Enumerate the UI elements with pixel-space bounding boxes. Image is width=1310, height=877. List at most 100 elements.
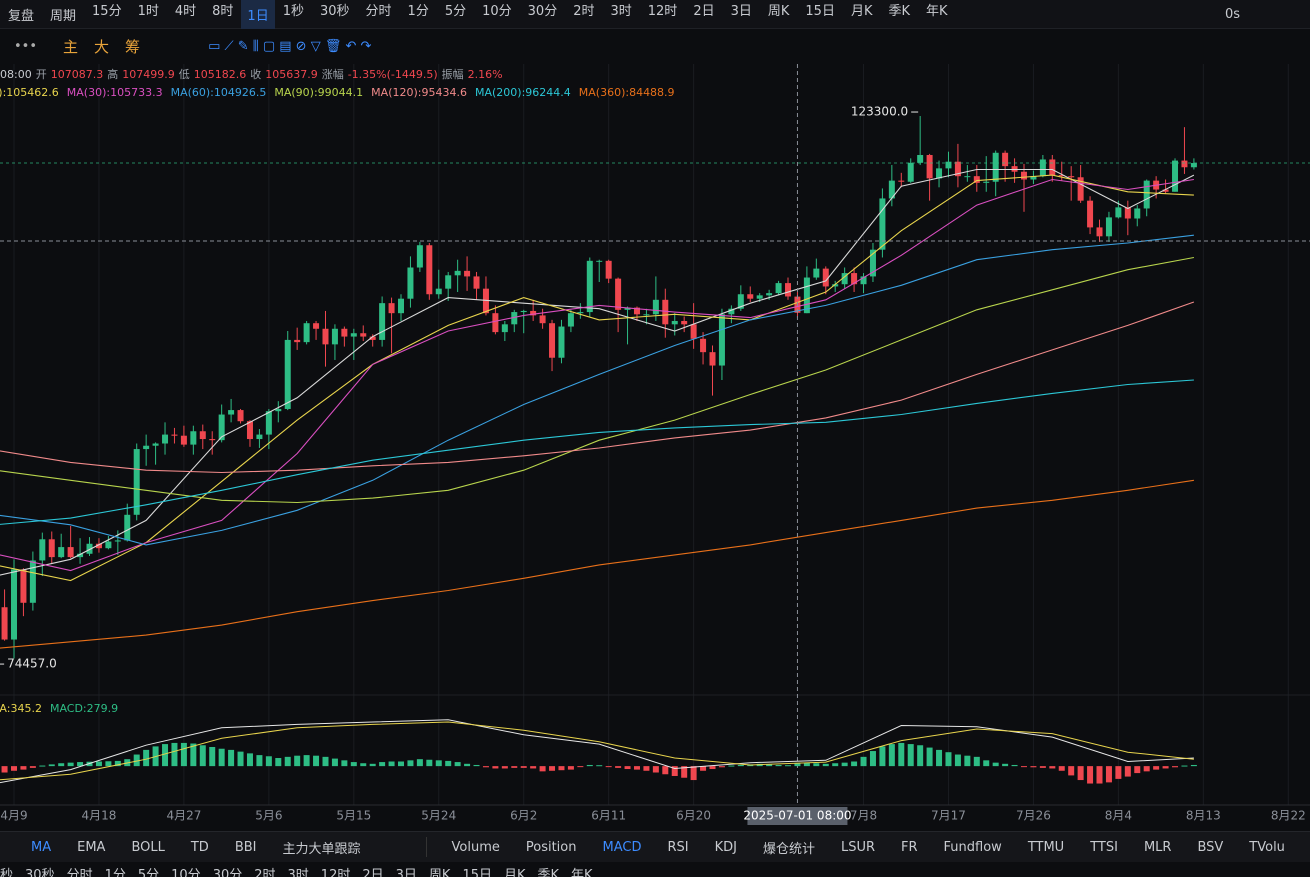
period-button[interactable]: 15分 (92, 3, 122, 19)
candle-body (747, 294, 754, 299)
period-button[interactable]: 2日 (693, 3, 715, 19)
period-button[interactable]: 10分 (171, 867, 201, 877)
period-button[interactable]: 8时 (212, 3, 234, 19)
candle-body (379, 303, 386, 340)
period-button[interactable]: 10分 (482, 3, 512, 19)
candle-body (77, 553, 84, 558)
info-bar: 08:00 开 107087.3 高 107499.9 低 105182.6 收 105637.… (0, 66, 507, 82)
period-button[interactable]: 秒 (0, 867, 14, 877)
sub-indicator-tab[interactable]: TTSI (1090, 839, 1118, 855)
period-button[interactable]: 3时 (610, 3, 632, 19)
period-button[interactable]: 15日 (462, 867, 492, 877)
legend-entry: MA(60):104926.5 (170, 85, 267, 99)
period-button[interactable]: 季K (537, 867, 560, 877)
sub-indicator-tab[interactable]: FR (901, 839, 918, 855)
period-button[interactable]: 3日 (395, 867, 417, 877)
period-button[interactable]: 1时 (137, 3, 159, 19)
replay-button[interactable]: 复盘 (8, 8, 35, 24)
info-label: 高 (107, 68, 119, 81)
sub-indicator-tab[interactable]: KDJ (714, 839, 737, 855)
overlay-button[interactable]: 筹 (125, 38, 141, 56)
period-menu[interactable]: 周期 (50, 8, 77, 24)
sub-indicator-tab[interactable]: 爆仓统计 (762, 841, 815, 857)
max-label: 123300.0 (851, 105, 908, 119)
sub-indicator-tab[interactable]: TTMU (1027, 839, 1065, 855)
macd-bar (246, 753, 253, 767)
overlay-button[interactable]: 主 (63, 38, 79, 56)
macd-bar (265, 756, 272, 767)
period-button[interactable]: 1分 (104, 867, 126, 877)
main-indicator-tab[interactable]: BBI (234, 839, 257, 855)
macd-bar (331, 758, 338, 767)
macd-line (0, 721, 1194, 781)
macd-bar (964, 755, 971, 767)
candle-body (652, 299, 659, 315)
macd-bar (1181, 765, 1188, 767)
macd-bar (605, 766, 612, 768)
sub-indicator-tab[interactable]: LSUR (840, 839, 876, 855)
period-button[interactable]: 周K (428, 867, 451, 877)
sub-indicator-tab[interactable]: TVolu (1249, 839, 1285, 855)
candle-body (511, 312, 518, 325)
period-button[interactable]: 5分 (444, 3, 467, 19)
period-button[interactable]: 2日 (362, 867, 384, 877)
main-indicator-tab[interactable]: MA (31, 839, 52, 855)
sub-indicator-tab[interactable]: MACD (602, 839, 642, 855)
candle-body (1039, 159, 1046, 177)
more-icon[interactable]: ••• (14, 39, 38, 54)
period-button[interactable]: 3日 (730, 3, 752, 19)
overlay-button[interactable]: 大 (94, 38, 110, 56)
macd-bar (898, 742, 905, 767)
period-button[interactable]: 月K (503, 867, 526, 877)
period-button[interactable]: 周K (767, 3, 790, 19)
sub-indicator-tab[interactable]: RSI (667, 839, 689, 855)
period-button[interactable]: 1日 (241, 0, 275, 29)
main-indicator-tab[interactable]: EMA (77, 839, 106, 855)
candle-body (133, 449, 140, 515)
period-button[interactable]: 4时 (174, 3, 197, 19)
period-button[interactable]: 30秒 (319, 3, 350, 19)
macd-bar (501, 766, 508, 769)
candle-body (86, 543, 93, 554)
macd-bar (256, 755, 263, 767)
sub-indicator-tab[interactable]: BSV (1197, 839, 1224, 855)
sub-indicator-tab[interactable]: MLR (1143, 839, 1172, 855)
period-button[interactable]: 分时 (365, 3, 392, 19)
period-button[interactable]: 30分 (527, 3, 558, 19)
sub-indicator-tab[interactable]: Volume (451, 839, 500, 855)
period-button[interactable]: 2时 (573, 3, 595, 19)
macd-bar (700, 766, 707, 771)
period-button[interactable]: 12时 (647, 3, 678, 19)
draw-icons[interactable]: ▭ ⟋ ✎ ⫼ ▢ ▤ ⊘ ▽ 🗑 ↶ ↷ (208, 39, 372, 54)
x-tick-label: 4月18 (81, 809, 116, 823)
period-button[interactable]: 3时 (287, 867, 309, 877)
candle-body (218, 414, 225, 441)
period-button[interactable]: 15日 (805, 3, 835, 19)
main-indicator-tab[interactable]: TD (190, 839, 209, 855)
macd-bar (945, 752, 952, 767)
period-button[interactable]: 1秒 (282, 3, 304, 19)
period-button[interactable]: 30秒 (25, 867, 55, 877)
macd-line (0, 719, 1194, 784)
x-tick-label: 6月20 (676, 809, 711, 823)
period-button[interactable]: 12时 (320, 867, 351, 877)
main-indicator-tab[interactable]: 主力大单跟踪 (282, 841, 361, 857)
macd-bar (313, 755, 320, 767)
period-button[interactable]: 1分 (407, 3, 429, 19)
period-button[interactable]: 年K (571, 867, 593, 877)
macd-bar (284, 756, 291, 767)
period-button[interactable]: 2时 (254, 867, 276, 877)
main-indicator-tab[interactable]: BOLL (131, 839, 165, 855)
macd-bar (926, 747, 933, 767)
macd-bar (851, 761, 858, 767)
period-button[interactable]: 30分 (212, 867, 243, 877)
period-button[interactable]: 年K (926, 3, 948, 19)
sub-indicator-tab[interactable]: Fundflow (943, 839, 1002, 855)
sub-indicator-tab[interactable]: Position (525, 839, 577, 855)
period-button[interactable]: 5分 (137, 867, 160, 877)
info-value: 105637.9 (265, 67, 318, 81)
period-button[interactable]: 季K (888, 3, 911, 19)
period-button[interactable]: 月K (850, 3, 873, 19)
x-tick-label: 6月2 (510, 809, 537, 823)
period-button[interactable]: 分时 (66, 867, 93, 877)
